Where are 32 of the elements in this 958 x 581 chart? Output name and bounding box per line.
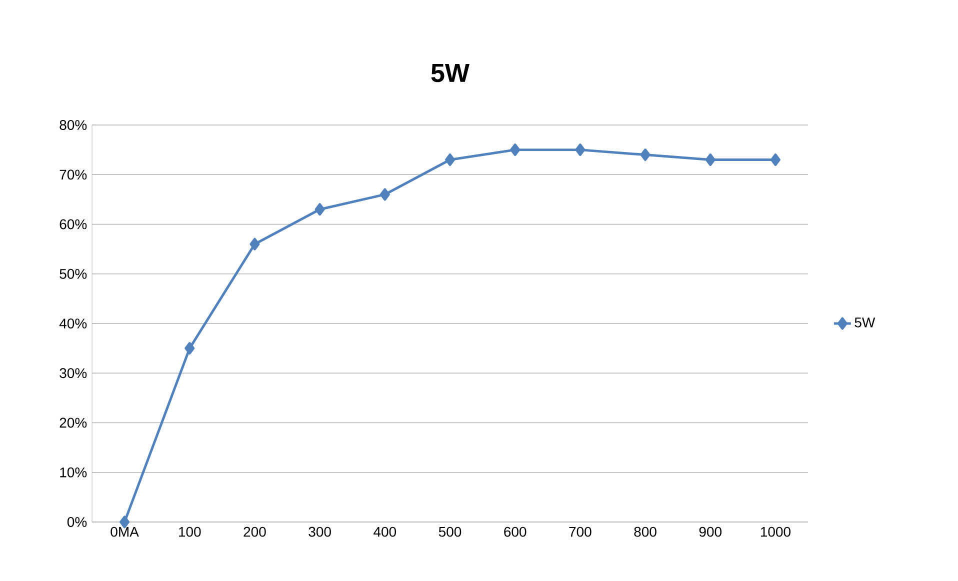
legend-label: 5W [854, 318, 876, 328]
y-tick-label: 50% [60, 268, 87, 279]
x-tick-label: 100 [179, 526, 201, 537]
y-tick-label: 20% [60, 418, 87, 428]
chart-title: 5W [431, 64, 470, 82]
point [314, 203, 325, 216]
point [575, 144, 586, 156]
x-tick-label: 500 [438, 526, 462, 537]
point [510, 144, 520, 156]
x-tick-label: 0MA [110, 526, 139, 537]
y-tick-label: 80% [60, 120, 87, 130]
point [640, 148, 650, 162]
y-tick-label: 60% [60, 219, 87, 230]
x-tick-label: 200 [244, 526, 266, 537]
point [250, 238, 260, 250]
x-tick-label: 400 [374, 526, 396, 537]
y-tick-label: 70% [60, 170, 87, 180]
y-tick-label: 0% [67, 517, 87, 527]
x-tick-label: 1000 [760, 526, 790, 537]
x-tick-label: 300 [308, 526, 331, 537]
point [445, 153, 455, 166]
x-tick-label: 800 [634, 526, 656, 537]
point [184, 342, 195, 355]
y-tick-label: 40% [59, 318, 87, 328]
point [380, 188, 390, 201]
y-tick-label: 10% [60, 467, 87, 478]
x-tick-label: 900 [699, 526, 722, 537]
point [705, 153, 716, 166]
x-tick-label: 600 [504, 526, 526, 537]
x-tick-label: 700 [569, 526, 592, 537]
y-tick-label: 30% [60, 368, 87, 378]
point [770, 153, 780, 166]
